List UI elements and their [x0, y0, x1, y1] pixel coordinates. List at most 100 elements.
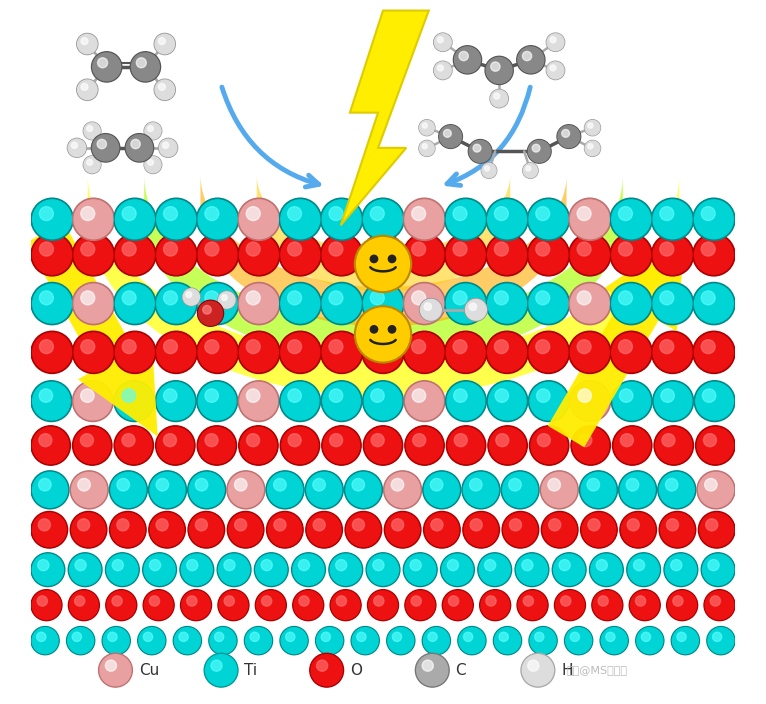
Circle shape [572, 427, 609, 464]
Circle shape [157, 427, 194, 464]
Circle shape [157, 235, 195, 275]
Circle shape [113, 199, 156, 241]
Circle shape [197, 426, 237, 465]
Circle shape [370, 291, 385, 305]
Circle shape [72, 472, 106, 508]
Circle shape [355, 306, 411, 363]
Circle shape [293, 590, 324, 621]
Circle shape [157, 200, 195, 239]
Circle shape [596, 560, 607, 571]
Circle shape [627, 553, 660, 586]
Circle shape [240, 200, 278, 239]
Circle shape [370, 242, 385, 256]
Circle shape [570, 381, 611, 422]
Circle shape [306, 511, 342, 548]
Circle shape [281, 284, 319, 323]
Circle shape [695, 235, 733, 275]
Circle shape [610, 199, 653, 241]
Circle shape [415, 653, 449, 687]
Circle shape [38, 479, 51, 491]
Circle shape [189, 513, 223, 546]
Circle shape [31, 331, 74, 373]
Circle shape [364, 284, 402, 323]
Circle shape [439, 125, 463, 149]
Circle shape [198, 200, 237, 239]
Circle shape [446, 381, 486, 422]
Circle shape [80, 207, 95, 220]
Circle shape [489, 382, 526, 420]
Circle shape [420, 120, 434, 135]
Circle shape [550, 65, 556, 71]
Circle shape [425, 513, 459, 546]
Circle shape [162, 142, 169, 149]
Circle shape [392, 632, 401, 641]
Circle shape [536, 389, 550, 403]
Circle shape [548, 519, 561, 531]
Circle shape [323, 427, 359, 464]
Circle shape [31, 590, 62, 621]
Circle shape [32, 591, 61, 620]
Circle shape [148, 126, 153, 132]
Circle shape [131, 139, 140, 149]
Circle shape [424, 303, 431, 310]
Circle shape [548, 479, 561, 491]
Circle shape [487, 381, 528, 422]
Circle shape [570, 632, 580, 641]
Circle shape [280, 381, 320, 422]
Circle shape [255, 590, 286, 621]
Circle shape [656, 427, 692, 464]
Circle shape [546, 33, 565, 51]
Circle shape [38, 560, 49, 571]
Circle shape [329, 242, 343, 256]
Circle shape [218, 291, 236, 309]
Circle shape [612, 284, 650, 323]
Circle shape [145, 157, 161, 172]
Circle shape [122, 434, 135, 446]
Circle shape [458, 627, 486, 655]
Circle shape [117, 479, 129, 491]
Circle shape [620, 511, 656, 548]
Polygon shape [548, 232, 686, 447]
Circle shape [627, 479, 639, 491]
Circle shape [330, 554, 362, 585]
Circle shape [211, 660, 222, 671]
Circle shape [287, 242, 302, 256]
Circle shape [246, 339, 260, 353]
Circle shape [388, 326, 396, 333]
Circle shape [266, 471, 304, 509]
Circle shape [517, 590, 548, 621]
Circle shape [417, 655, 448, 686]
Circle shape [355, 236, 411, 292]
Circle shape [661, 389, 674, 403]
Circle shape [209, 627, 237, 655]
Circle shape [187, 560, 198, 571]
Circle shape [75, 560, 86, 571]
Circle shape [535, 242, 550, 256]
Circle shape [38, 519, 51, 531]
Circle shape [581, 472, 616, 508]
Circle shape [527, 331, 570, 373]
Circle shape [527, 234, 570, 276]
Circle shape [205, 339, 219, 353]
Circle shape [571, 333, 609, 372]
Circle shape [585, 141, 600, 156]
Circle shape [404, 381, 445, 422]
Circle shape [122, 242, 136, 256]
Circle shape [80, 434, 93, 446]
Circle shape [535, 339, 550, 353]
Circle shape [699, 511, 735, 548]
Circle shape [447, 382, 485, 420]
Circle shape [197, 381, 237, 422]
Circle shape [641, 632, 650, 641]
Circle shape [582, 513, 616, 546]
Circle shape [447, 333, 485, 372]
Circle shape [77, 519, 90, 531]
Circle shape [486, 58, 512, 83]
Circle shape [585, 120, 600, 135]
Circle shape [530, 628, 556, 653]
Circle shape [282, 427, 318, 464]
Circle shape [286, 632, 295, 641]
Circle shape [629, 590, 660, 621]
Circle shape [32, 513, 66, 546]
Circle shape [320, 331, 363, 373]
